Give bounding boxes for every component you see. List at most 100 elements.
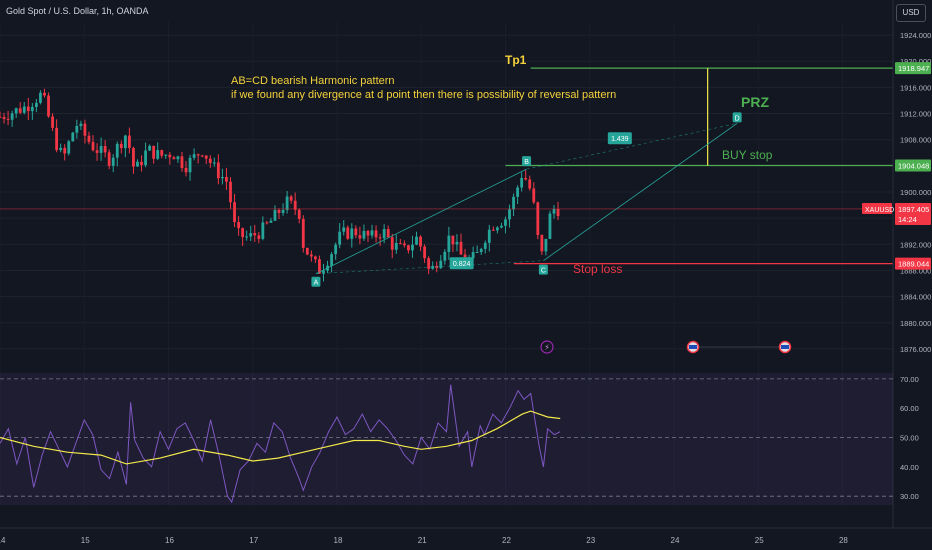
candle-body — [338, 231, 342, 245]
candle-body — [63, 147, 67, 154]
event-icon-us-flag-2[interactable] — [778, 340, 792, 354]
candle-body — [180, 156, 184, 168]
candle-body — [241, 228, 245, 238]
tp1-label: Tp1 — [505, 53, 527, 67]
candle-body — [164, 154, 168, 156]
candle-body — [487, 229, 491, 243]
point-d-label[interactable]: D — [735, 115, 740, 122]
candle-body — [552, 209, 556, 214]
candle-body — [6, 118, 10, 120]
harmonic-pattern[interactable]: A B C D 0.824 1.439 — [311, 112, 742, 287]
candle-body — [2, 116, 6, 119]
point-b-bg — [522, 156, 532, 167]
price-tick-label: 1924.000 — [900, 31, 931, 40]
candle-series — [0, 88, 560, 282]
price-tick-label: 1920.000 — [900, 57, 931, 66]
candle-body — [500, 225, 503, 228]
price-tick-label: 1884.000 — [900, 293, 931, 302]
rsi-background-band — [0, 373, 893, 505]
candle-body — [342, 227, 346, 232]
event-icon-us-flag-1[interactable] — [686, 340, 700, 354]
candle-body — [528, 179, 532, 189]
candle-body — [144, 150, 147, 166]
candle-body — [51, 116, 54, 128]
time-tick-label: 14 — [0, 536, 6, 545]
countdown-tag: 14:24 — [898, 215, 917, 224]
rsi-line-rsi — [0, 384, 561, 504]
event-icon-lightning[interactable]: ⚡ — [540, 340, 554, 354]
price-tick-label: 1876.000 — [900, 345, 931, 354]
price-tick-label: 1880.000 — [900, 319, 931, 328]
ratio-label-2: 1.439 — [611, 136, 629, 143]
candle-body — [504, 219, 507, 226]
candle-body — [281, 210, 285, 213]
buy-stop-label: BUY stop — [722, 148, 773, 162]
ratio-label-1-bg — [449, 257, 474, 270]
candle-body — [128, 135, 131, 148]
level-lines[interactable] — [0, 67, 893, 265]
candle-body — [358, 235, 362, 239]
candle-body — [172, 157, 176, 160]
candle-body — [334, 244, 338, 255]
candle-body — [136, 161, 139, 167]
candle-body — [47, 95, 50, 117]
candle-body — [495, 227, 499, 231]
currency-button[interactable]: USD — [896, 4, 926, 22]
time-axis[interactable]: 14 15 16 17 18 21 22 23 24 25 28 — [0, 536, 848, 545]
point-c-bg — [538, 264, 548, 275]
candle-body — [289, 196, 293, 201]
candle-body — [225, 176, 228, 182]
point-c-label[interactable]: C — [541, 268, 546, 275]
candle-body — [83, 123, 87, 136]
candle-body — [39, 92, 42, 103]
candle-body — [443, 251, 447, 261]
candle-body — [192, 154, 196, 158]
candle-body — [431, 265, 435, 269]
tp1-price-tag-bg — [895, 62, 931, 75]
time-tick-label: 17 — [249, 536, 258, 545]
candle-body — [386, 229, 390, 238]
candle-body — [200, 155, 204, 157]
candle-body — [330, 254, 333, 266]
candle-body — [378, 237, 382, 239]
time-tick-label: 16 — [165, 536, 174, 545]
stop-loss-label: Stop loss — [573, 262, 623, 276]
price-tick-label: 1888.000 — [900, 266, 931, 275]
rsi-tick-label: 40.00 — [900, 463, 919, 472]
candle-body — [540, 235, 544, 252]
candle-body — [107, 152, 111, 166]
ratio-label-2-bg — [607, 132, 632, 145]
candle-body — [532, 188, 536, 203]
candle-body — [59, 147, 63, 151]
candle-body — [455, 241, 459, 245]
candle-body — [79, 123, 83, 126]
candle-body — [67, 141, 71, 154]
candle-body — [520, 177, 524, 188]
stop-loss-price-tag: 1889.044 — [898, 260, 929, 269]
candle-body — [459, 241, 463, 255]
rsi-axis[interactable]: 30.00 40.00 50.00 60.00 70.00 — [900, 375, 919, 501]
point-b-label[interactable]: B — [524, 159, 529, 166]
candle-body — [233, 202, 236, 222]
price-axis[interactable]: 1876.000 1880.000 1884.000 1888.000 1892.000… — [862, 0, 931, 528]
candle-body — [184, 167, 188, 173]
rsi-line-rsi_ma — [0, 410, 561, 465]
candle-body — [22, 106, 26, 113]
candle-body — [87, 135, 91, 142]
candle-body — [415, 236, 418, 245]
candle-body — [55, 127, 59, 151]
rsi-grid — [0, 378, 893, 497]
candle-body — [394, 243, 398, 250]
candle-body — [544, 238, 548, 252]
candle-body — [71, 132, 75, 142]
time-tick-label: 18 — [334, 536, 343, 545]
candle-body — [301, 218, 305, 248]
point-a-label[interactable]: A — [314, 280, 319, 287]
candle-body — [305, 247, 309, 255]
candle-body — [471, 252, 475, 259]
candle-body — [196, 154, 200, 156]
rsi-tick-label: 50.00 — [900, 434, 919, 443]
rsi-series — [0, 384, 561, 504]
candle-body — [75, 125, 79, 133]
